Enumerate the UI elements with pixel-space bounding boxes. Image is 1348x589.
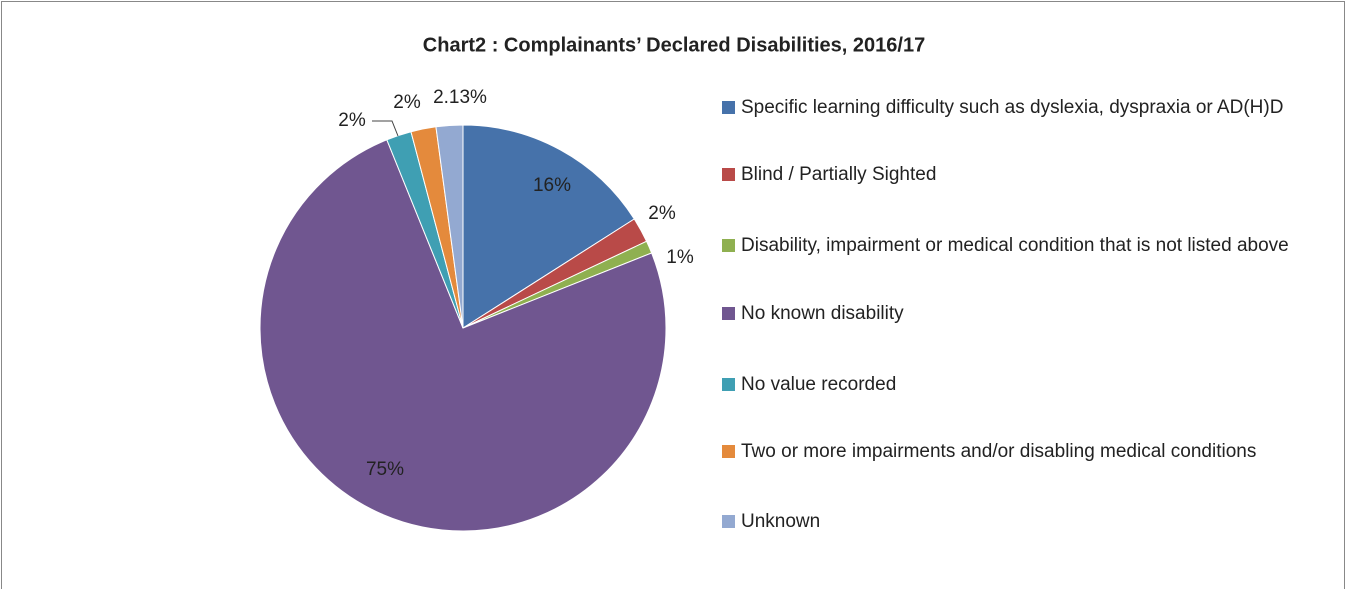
leader-line <box>372 120 399 137</box>
legend-label: Disability, impairment or medical condit… <box>741 235 1289 256</box>
data-label: 1% <box>666 247 694 268</box>
data-label: 2% <box>648 203 676 224</box>
data-label: 75% <box>366 459 404 480</box>
legend-swatch <box>722 515 735 528</box>
legend-item: Disability, impairment or medical condit… <box>722 230 1322 261</box>
chart-title: Chart2 : Complainants’ Declared Disabili… <box>423 34 925 56</box>
pie-slice <box>259 139 667 532</box>
pie-slice <box>435 124 464 329</box>
pie-slice <box>462 124 635 329</box>
legend-swatch <box>722 239 735 252</box>
legend-item: Blind / Partially Sighted <box>722 159 1322 190</box>
legend-item: Specific learning difficulty such as dys… <box>722 92 1322 123</box>
legend-label: No known disability <box>741 303 904 324</box>
legend-swatch <box>722 445 735 458</box>
legend-label: Two or more impairments and/or disabling… <box>741 441 1257 462</box>
legend-item: Unknown <box>722 506 1322 537</box>
legend-label: Unknown <box>741 511 821 532</box>
legend-item: No value recorded <box>722 369 1322 400</box>
data-label: 2% <box>393 92 421 113</box>
data-label: 2% <box>338 110 366 131</box>
legend-item: Two or more impairments and/or disabling… <box>722 436 1322 467</box>
legend-label: No value recorded <box>741 374 897 395</box>
legend-swatch <box>722 378 735 391</box>
legend-swatch <box>722 101 735 114</box>
legend-swatch <box>722 168 735 181</box>
data-label: 16% <box>533 175 571 196</box>
legend-label: Specific learning difficulty such as dys… <box>741 97 1284 118</box>
legend-label: Blind / Partially Sighted <box>741 164 937 185</box>
legend-item: No known disability <box>722 298 1322 329</box>
legend-swatch <box>722 307 735 320</box>
data-label: 2.13% <box>433 87 487 108</box>
